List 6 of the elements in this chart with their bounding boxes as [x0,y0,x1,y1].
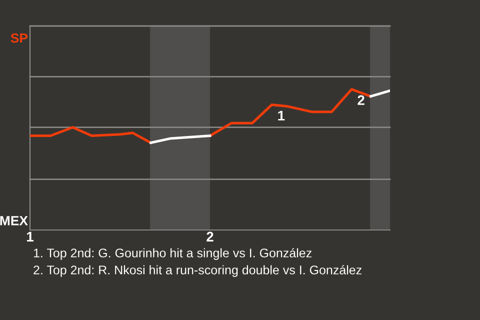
text: SP [10,33,28,43]
text: MEX [0,216,28,226]
annotation: 1 [278,110,285,120]
text: 2. Top 2nd: R. Nkosi hit a run-scoring double vs I. González [34,265,362,277]
text: 1. Top 2nd: G. Gourinho hit a single vs I. González [34,248,312,260]
annotation: 2 [358,95,364,105]
